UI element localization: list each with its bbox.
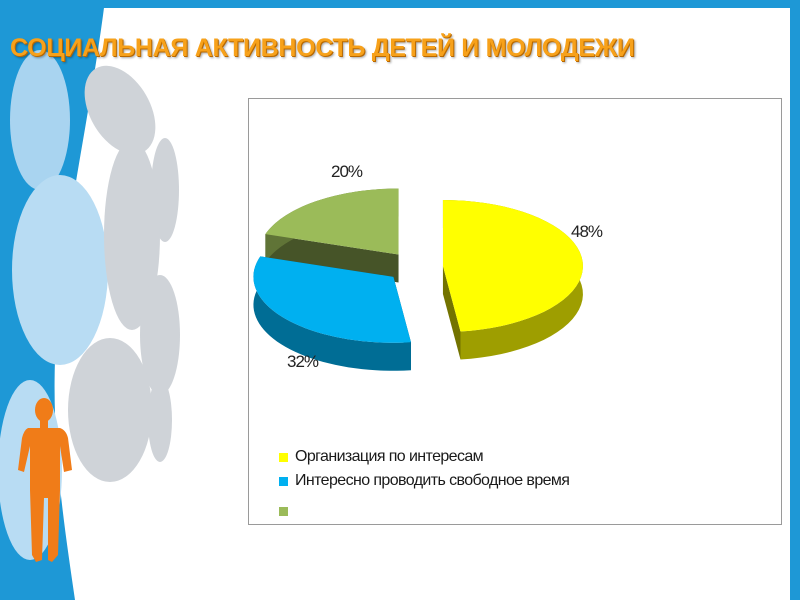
legend-item (279, 499, 295, 523)
data-label-2: 20% (331, 162, 363, 181)
legend-label-1: Интересно проводить свободное время (295, 472, 570, 489)
data-label-1: 32% (287, 352, 319, 371)
legend-swatch-2 (279, 506, 288, 516)
legend-swatch-0 (279, 452, 288, 462)
legend-label-0: Организация по интересам (295, 448, 484, 465)
legend-item: Интересно проводить свободное время (279, 469, 759, 493)
pie-slice-2 (265, 188, 399, 283)
chart-frame: 48% 32% 20% Организация по интересам Интер… (248, 98, 782, 525)
decorative-ellipses (0, 50, 180, 560)
pie-slice-1 (253, 256, 411, 371)
pie-slice-0 (442, 200, 583, 360)
legend: Организация по интересам Интересно прово… (279, 445, 759, 497)
person-silhouette (18, 398, 72, 562)
data-label-0: 48% (571, 222, 603, 241)
slide-title: СОЦИАЛЬНАЯ АКТИВНОСТЬ ДЕТЕЙ И МОЛОДЕЖИ (10, 34, 635, 62)
pie-chart: 48% 32% 20% (253, 162, 604, 371)
legend-swatch-1 (279, 476, 288, 486)
legend-item: Организация по интересам (279, 445, 759, 469)
